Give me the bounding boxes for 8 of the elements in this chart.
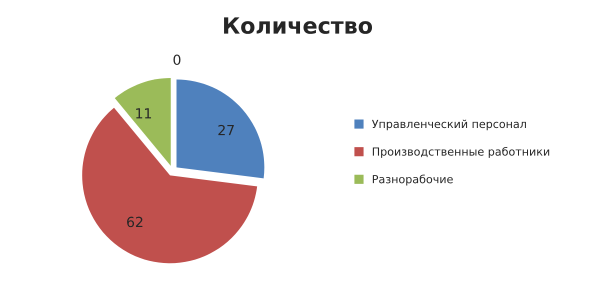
- chart-title: Количество: [224, 17, 372, 34]
- legend-label: Производственные работники: [372, 146, 550, 158]
- data-label: 27: [218, 124, 234, 136]
- legend-label: Управленческий персонал: [372, 120, 526, 130]
- text: 0: [173, 54, 180, 66]
- legend-label: Разнорабочие: [372, 174, 453, 186]
- data-label: 62: [127, 216, 142, 228]
- data-label: 11: [136, 108, 152, 118]
